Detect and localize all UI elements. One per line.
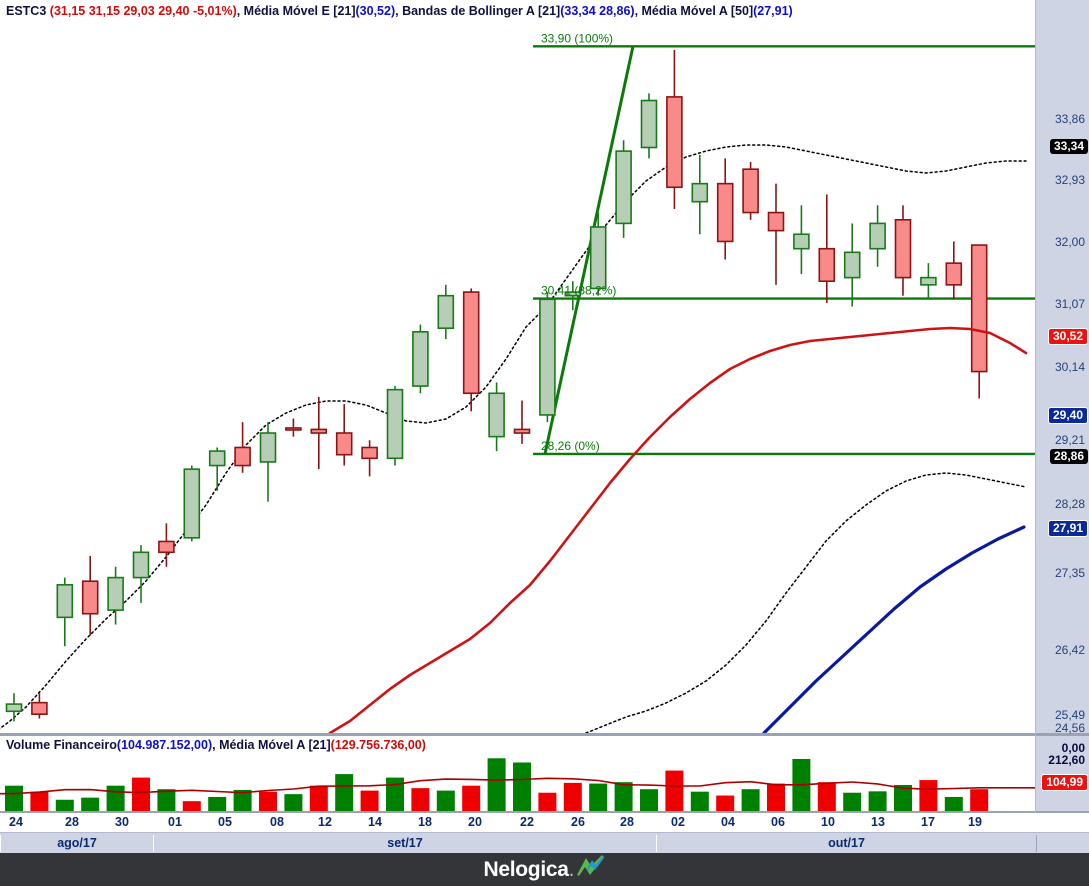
month-axis-label[interactable]: set/17 — [153, 835, 657, 852]
date-axis-label: 06 — [771, 815, 785, 829]
price-axis-tick: 25,49 — [1054, 708, 1085, 722]
volume-axis-marker[interactable]: 104,99 — [1041, 774, 1088, 791]
date-axis-label: 17 — [921, 815, 935, 829]
svg-text:30,41 (38,2%): 30,41 (38,2%) — [541, 284, 616, 298]
volume-bars — [5, 758, 989, 811]
price-axis-marker[interactable]: 28,86 — [1049, 449, 1088, 464]
nelogica-arrow-icon — [577, 855, 605, 876]
logo-dot: . — [568, 857, 575, 881]
legend-bb-label: , Bandas de Bollinger A [21] — [395, 3, 561, 18]
date-axis-label: 12 — [318, 815, 332, 829]
date-axis-label: 01 — [168, 815, 182, 829]
date-axis-label: 24 — [9, 815, 23, 829]
price-axis[interactable]: 33,86 32,93 32,00 31,07 30,14 29,21 28,28 27,35… — [1035, 0, 1089, 853]
axis-divider-2 — [1036, 811, 1089, 813]
legend-ema-label: , Média Móvel E [21] — [236, 3, 356, 18]
svg-text:28,26 (0%): 28,26 (0%) — [541, 439, 600, 453]
date-axis-label: 04 — [721, 815, 735, 829]
axis-divider — [1036, 733, 1089, 736]
date-axis-label: 20 — [468, 815, 482, 829]
price-axis-tick: 26,42 — [1054, 643, 1085, 657]
month-axis[interactable]: ago/17 set/17 out/17 — [0, 832, 1089, 854]
date-axis-label: 14 — [368, 815, 382, 829]
legend-ohlc: (31,15 31,15 29,03 29,40 -5,01%) — [49, 3, 237, 18]
price-axis-tick: 30,14 — [1054, 360, 1085, 374]
date-axis-label: 28 — [620, 815, 634, 829]
bollinger-upper-band — [0, 144, 1027, 730]
date-axis-label: 18 — [418, 815, 432, 829]
date-axis-label: 05 — [218, 815, 232, 829]
volume-chart-panel[interactable] — [0, 753, 1035, 811]
price-axis-tick: 29,21 — [1054, 433, 1085, 447]
logo-text: Nelogica — [483, 857, 569, 881]
volume-divider — [0, 811, 1035, 813]
volume-ma-value: (129.756.736,00) — [330, 737, 426, 752]
price-axis-tick: 31,07 — [1054, 297, 1085, 311]
ma-50-line — [762, 525, 1026, 733]
footer-bar: Nelogica . — [0, 853, 1089, 886]
fibonacci-labels: 33,90 (100%) 30,41 (38,2%) 28,26 (0%) — [541, 31, 616, 453]
volume-axis-tick: 0,00 — [1061, 741, 1085, 755]
price-chart-svg: 33,90 (100%) 30,41 (38,2%) 28,26 (0%) — [0, 31, 1035, 733]
date-axis-label: 22 — [520, 815, 534, 829]
price-axis-tick: 28,28 — [1054, 497, 1085, 511]
date-axis-label: 30 — [115, 815, 129, 829]
panel-divider — [0, 733, 1035, 736]
svg-text:33,90 (100%): 33,90 (100%) — [541, 31, 613, 45]
date-axis-label: 13 — [871, 815, 885, 829]
volume-legend[interactable]: Volume Financeiro (104.987.152,00) , Méd… — [0, 736, 1041, 753]
volume-ma-label: , Média Móvel A [21] — [212, 737, 331, 752]
volume-chart-svg — [0, 758, 1035, 811]
fibonacci-retracement[interactable] — [533, 45, 1035, 456]
price-axis-tick: 33,86 — [1054, 112, 1085, 126]
month-axis-label[interactable]: out/17 — [656, 835, 1037, 852]
legend-ma-value: (27,91) — [753, 3, 793, 18]
date-axis-label: 28 — [65, 815, 79, 829]
volume-axis-tick: 212,60 — [1048, 753, 1085, 767]
volume-ma-line — [0, 777, 1035, 795]
volume-title: Volume Financeiro — [6, 737, 117, 752]
ema-21-line — [328, 326, 1028, 733]
price-chart-panel[interactable]: 33,90 (100%) 30,41 (38,2%) 28,26 (0%) — [0, 21, 1035, 733]
price-axis-tick: 32,00 — [1054, 235, 1085, 249]
price-axis-tick: 32,93 — [1054, 173, 1085, 187]
date-axis-label: 19 — [968, 815, 982, 829]
candlestick-series — [5, 49, 988, 722]
volume-value: (104.987.152,00) — [116, 737, 213, 752]
price-axis-marker[interactable]: 30,52 — [1047, 328, 1088, 345]
bollinger-lower-band — [585, 472, 1027, 733]
price-axis-marker[interactable]: 29,40 — [1047, 407, 1088, 424]
price-axis-marker[interactable]: 27,91 — [1047, 520, 1088, 537]
date-axis-label: 10 — [821, 815, 835, 829]
price-axis-tick: 27,35 — [1054, 566, 1085, 580]
legend-bb-value: (33,34 28,86) — [560, 3, 635, 18]
date-axis[interactable]: 24 28 30 01 05 08 12 14 18 20 22 26 28 02 04 06 10 13 17 19 — [0, 813, 1089, 832]
legend-symbol[interactable]: ESTC3 — [6, 3, 47, 18]
date-axis-label: 26 — [571, 815, 585, 829]
month-axis-label[interactable]: ago/17 — [0, 835, 154, 852]
legend-ma-label: , Média Móvel A [50] — [634, 3, 754, 18]
legend-ema-value: (30,52) — [355, 3, 396, 18]
date-axis-label: 08 — [270, 815, 284, 829]
date-axis-label: 02 — [671, 815, 685, 829]
price-axis-tick: 24,56 — [1054, 721, 1085, 735]
price-axis-marker[interactable]: 33,34 — [1049, 139, 1088, 154]
chart-legend[interactable]: ESTC3 (31,15 31,15 29,03 29,40 -5,01%) ,… — [0, 0, 1041, 21]
